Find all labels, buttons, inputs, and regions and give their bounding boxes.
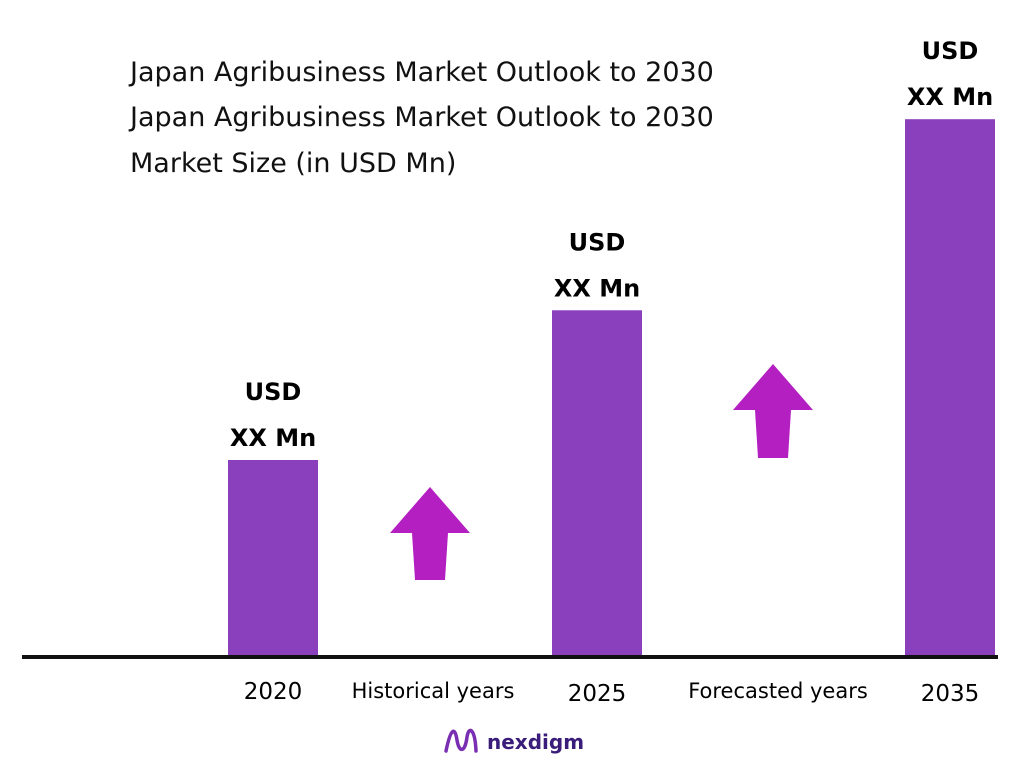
chart-title: Japan Agribusiness Market Outlook to 203… (130, 57, 714, 88)
bar-2035 (905, 119, 995, 657)
data-label-2025-1: USD (569, 228, 626, 256)
growth-arrow-icon-2 (733, 364, 813, 458)
band-label-2: Forecasted years (688, 679, 868, 703)
x-tick-2025: 2025 (568, 681, 627, 707)
data-label-2025-2: XX Mn (554, 274, 640, 302)
bar-2020 (228, 460, 318, 657)
nexdigm-logo-icon (443, 725, 479, 759)
chart-subtitle: Japan Agribusiness Market Outlook to 203… (130, 102, 714, 133)
bar-2025 (552, 310, 642, 657)
data-label-2035-2: XX Mn (907, 83, 993, 111)
x-tick-2035: 2035 (921, 681, 980, 707)
growth-arrow-icon-1 (390, 487, 470, 580)
data-label-2035-1: USD (922, 37, 979, 65)
data-label-2020-2: XX Mn (230, 424, 316, 452)
x-tick-2020: 2020 (244, 679, 303, 705)
data-label-2020-1: USD (245, 378, 302, 406)
brand-name: nexdigm (487, 730, 585, 754)
brand-logo: nexdigm (443, 724, 584, 760)
y-axis-label: Market Size (in USD Mn) (130, 148, 457, 179)
band-label-1: Historical years (352, 679, 515, 703)
